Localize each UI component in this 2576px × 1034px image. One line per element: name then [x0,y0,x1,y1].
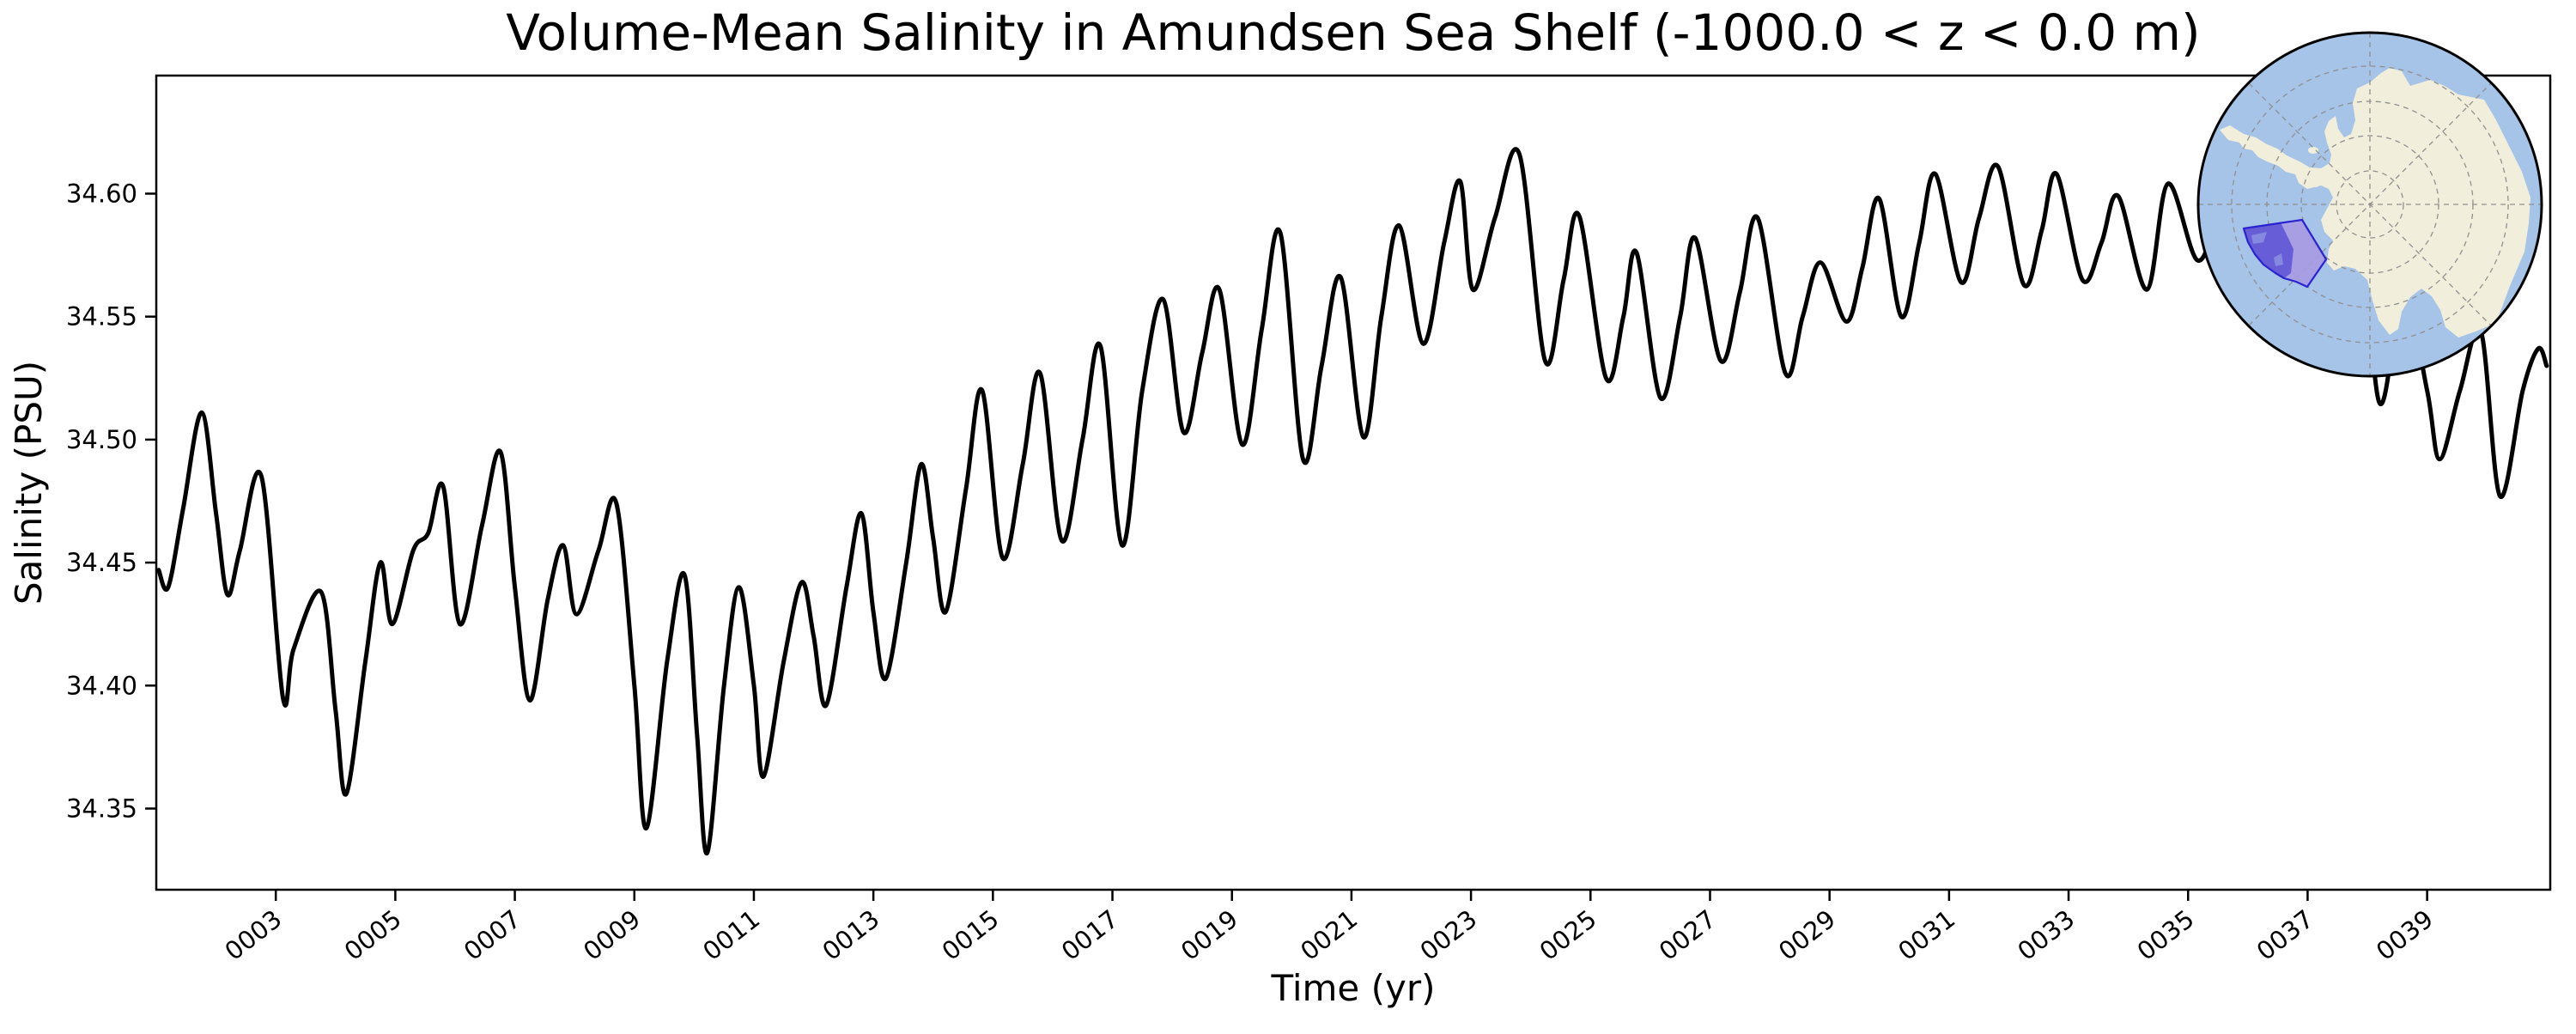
x-tick-label: 0033 [2012,904,2080,966]
x-axis-ticks: 0003 0005 0007 0009 0011 0013 0015 0017 0019 0021… [219,890,2439,966]
x-tick-label: 0005 [339,904,407,966]
y-tick-label: 34.35 [66,794,137,823]
x-tick-label: 0039 [2371,904,2439,966]
x-tick-label: 0003 [219,904,287,966]
ice-shelf-patch [2274,253,2283,266]
y-tick-label: 34.45 [66,548,137,577]
salinity-line [156,147,2549,855]
x-tick-label: 0011 [697,904,765,966]
y-tick-label: 34.50 [66,425,137,454]
x-axis-label: Time (yr) [1270,967,1435,1009]
x-tick-label: 0031 [1893,904,1960,966]
inset-border [2196,31,2543,378]
y-tick-label: 34.55 [66,302,137,331]
x-tick-label: 0037 [2251,904,2319,966]
y-tick-label: 34.60 [66,179,137,208]
antarctica-landmass [2220,68,2530,338]
graticule [2198,33,2542,376]
figure-title: Volume-Mean Salinity in Amundsen Sea She… [506,3,2200,62]
x-tick-label: 0025 [1534,904,1602,966]
y-axis-label: Salinity (PSU) [8,361,50,605]
x-tick-label: 0021 [1295,904,1363,966]
antarctica-inset-map [2196,31,2543,378]
island [2311,173,2321,187]
x-tick-label: 0029 [1773,904,1841,966]
salinity-series-path [156,147,2549,855]
x-tick-label: 0013 [817,904,884,966]
x-tick-label: 0019 [1176,904,1243,966]
x-tick-label: 0009 [578,904,646,966]
y-tick-label: 34.40 [66,671,137,700]
amundsen-region-outline [2242,218,2328,289]
x-tick-label: 0023 [1414,904,1482,966]
x-tick-label: 0027 [1654,904,1722,966]
island [2308,147,2318,154]
x-tick-label: 0017 [1056,904,1124,966]
ice-shelf-patch [2251,232,2267,244]
x-tick-label: 0035 [2131,904,2199,966]
x-tick-label: 0007 [459,904,526,966]
y-axis-ticks: 34.35 34.40 34.45 34.50 34.55 34.60 [66,179,156,823]
plot-frame [155,74,2552,891]
x-tick-label: 0015 [937,904,1005,966]
